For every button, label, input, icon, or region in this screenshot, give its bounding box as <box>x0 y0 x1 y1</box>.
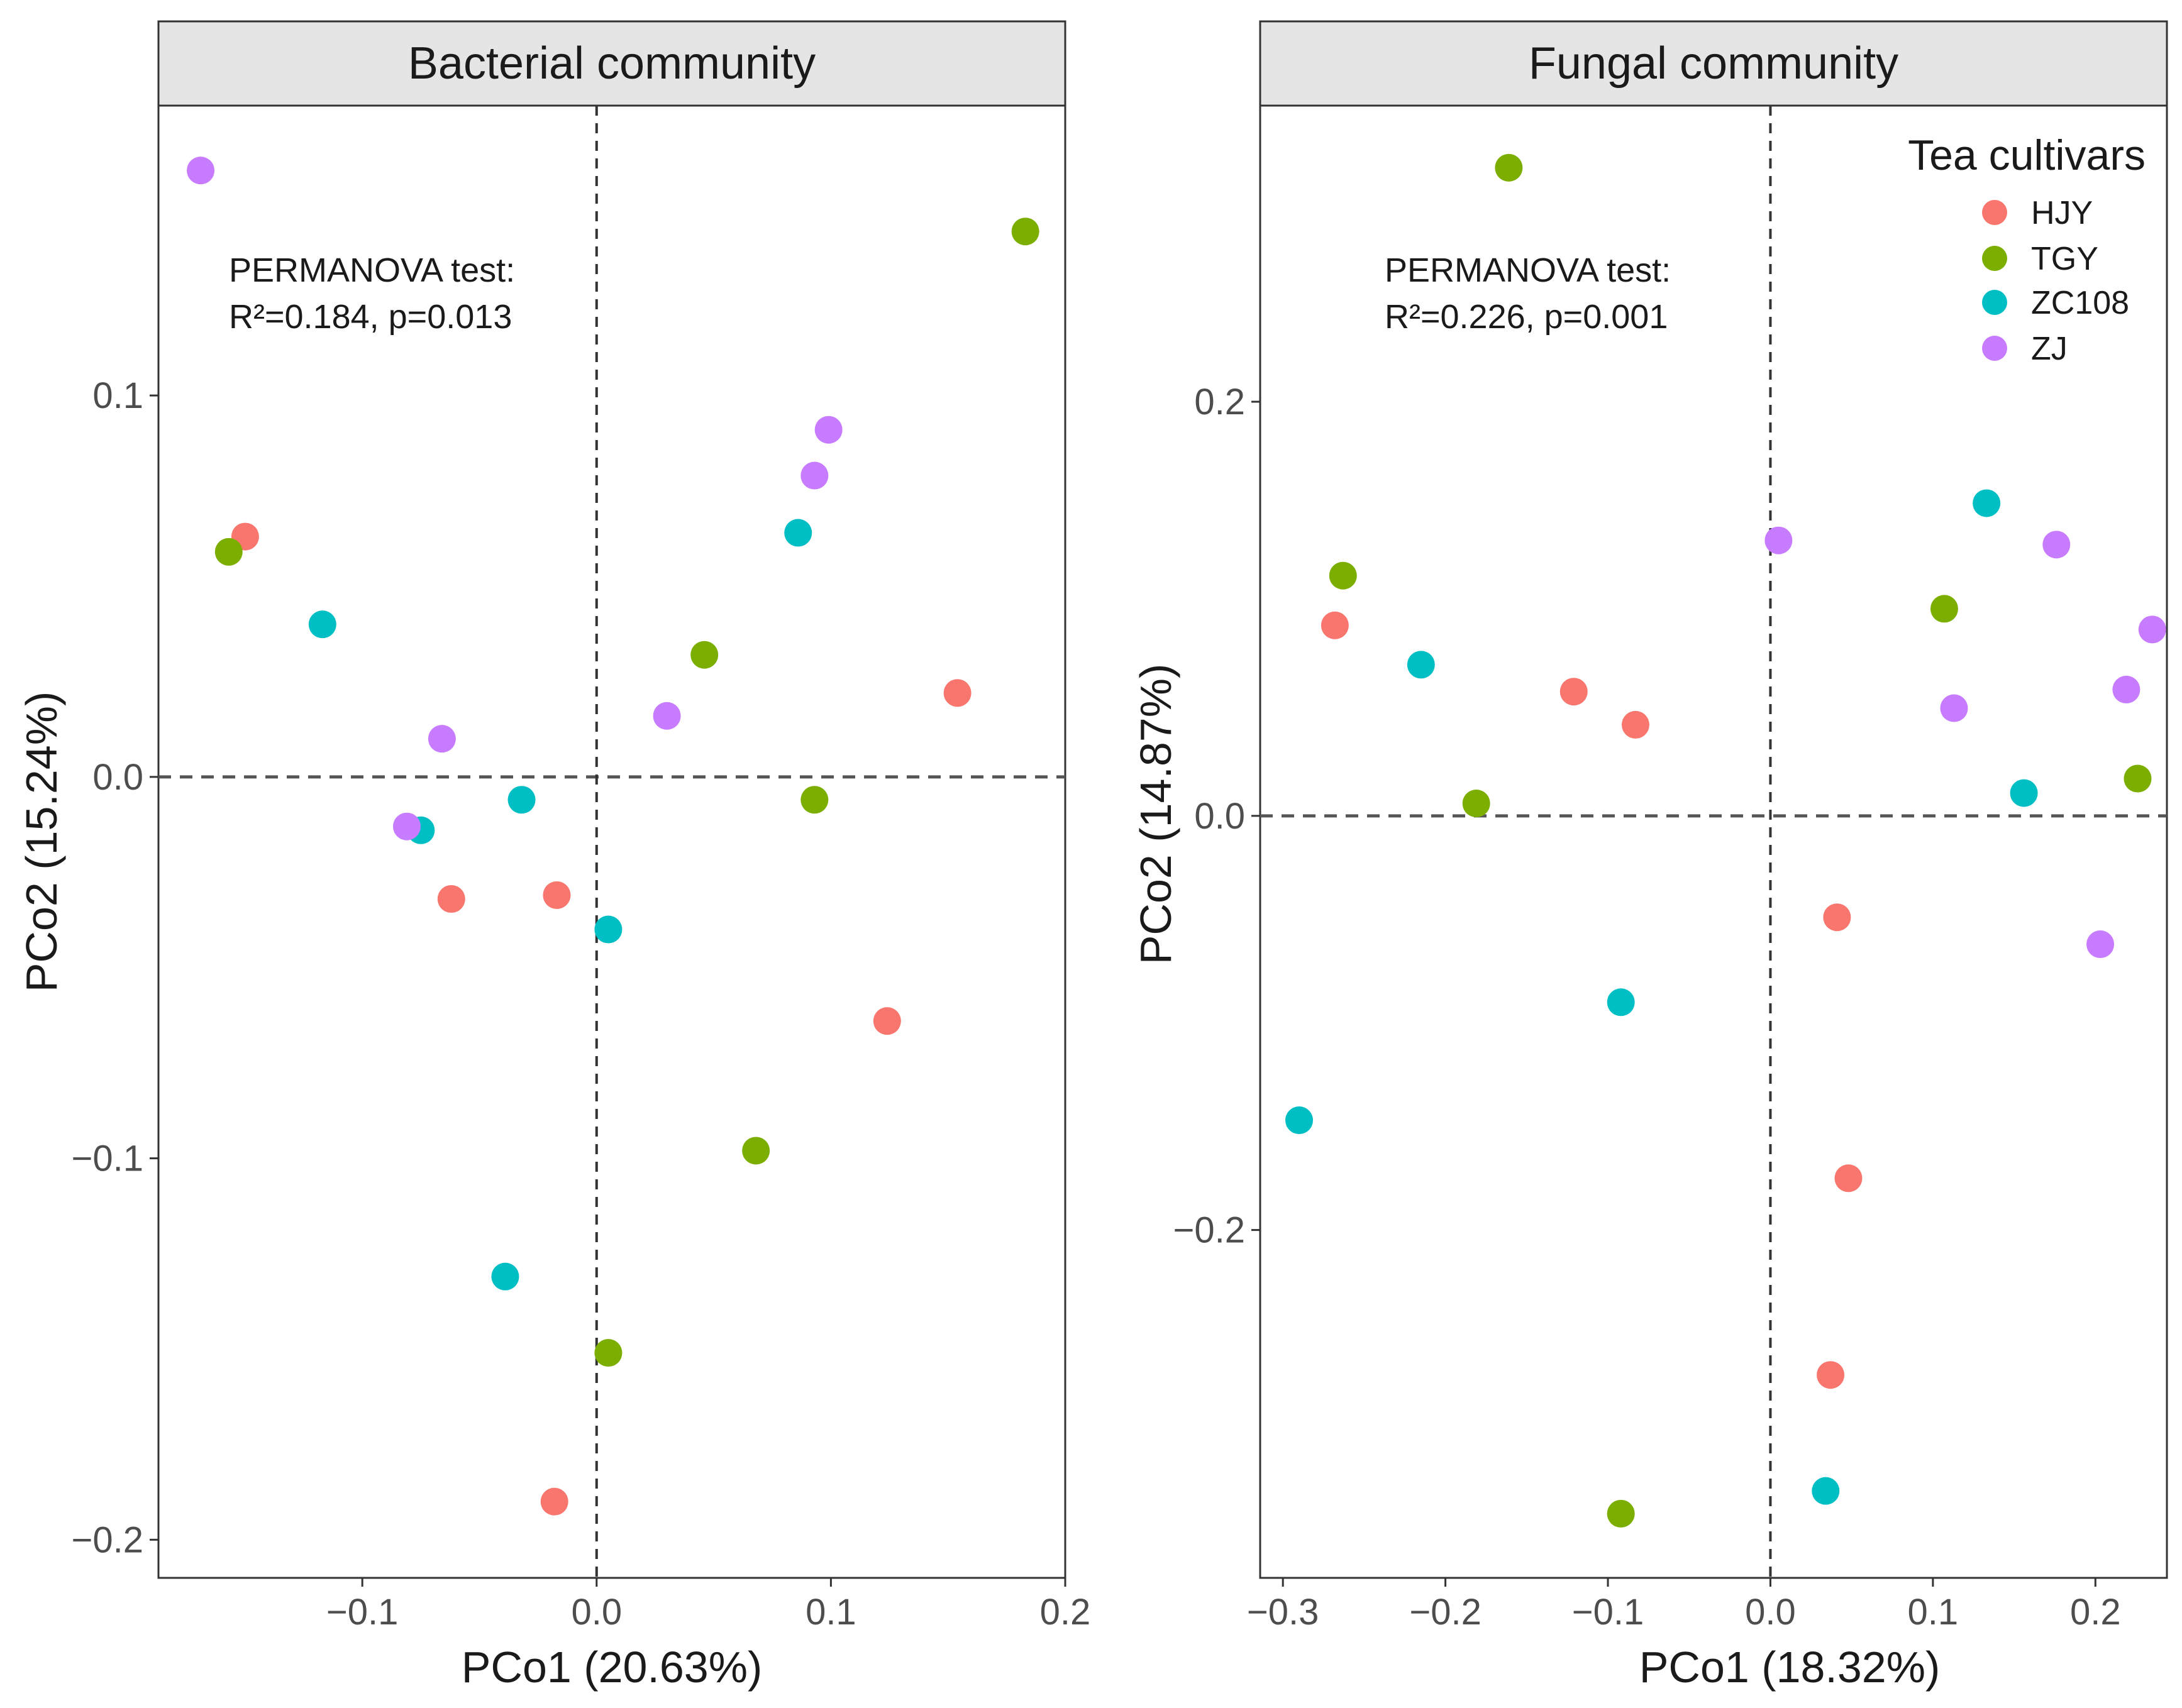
fungal-strip <box>1259 20 2168 107</box>
bacterial-point-zj <box>653 702 681 730</box>
legend-label-hjy: HJY <box>2031 195 2093 231</box>
bacterial-ytick-label: 0.0 <box>92 757 143 798</box>
fungal-ytick-label: 0.2 <box>1194 382 1245 422</box>
fungal-x-axis-title: PCo1 (18.32%) <box>1639 1643 1941 1692</box>
bacterial-x-axis-title: PCo1 (20.63%) <box>462 1643 763 1692</box>
fungal-point-zj <box>2138 615 2166 644</box>
bacterial-xtick-label: −0.1 <box>326 1592 399 1633</box>
legend-label-zc108: ZC108 <box>2031 285 2129 321</box>
bacterial-y-axis-title: PCo2 (15.24%) <box>17 691 66 993</box>
fungal-ytick-label: 0.0 <box>1194 796 1245 837</box>
bacterial-xtick-label: 0.2 <box>1040 1592 1091 1633</box>
fungal-point-tgy <box>1462 790 1490 818</box>
bacterial-ytick-label: −0.1 <box>72 1138 144 1179</box>
fungal-point-zj <box>2042 531 2071 559</box>
bacterial-point-zj <box>187 157 215 185</box>
fungal-point-tgy <box>1329 561 1357 590</box>
bacterial-xtick-label: 0.1 <box>806 1592 856 1633</box>
fungal-permanova-stats: R²=0.226, p=0.001 <box>1385 298 1668 336</box>
bacterial-panel-title: Bacterial community <box>408 38 816 89</box>
fungal-point-tgy <box>2124 764 2152 793</box>
fungal-ytick-label: −0.2 <box>1173 1210 1246 1251</box>
fungal-point-tgy <box>1930 595 1958 623</box>
bacterial-ytick-label: −0.2 <box>72 1519 144 1560</box>
bacterial-permanova-label: PERMANOVA test: <box>229 251 515 289</box>
fungal-xtick-label: 0.0 <box>1745 1592 1796 1633</box>
fungal-point-zc108 <box>1812 1477 1840 1505</box>
fungal-point-hjy <box>1817 1361 1845 1389</box>
legend-swatch-zc108 <box>1982 290 2007 315</box>
fungal-point-tgy <box>1607 1499 1635 1528</box>
fungal-point-hjy <box>1823 903 1851 932</box>
fungal-xtick-label: 0.1 <box>1908 1592 1959 1633</box>
fungal-xtick-label: 0.2 <box>2070 1592 2121 1633</box>
bacterial-point-hjy <box>543 881 571 909</box>
bacterial-point-hjy <box>943 679 972 707</box>
bacterial-point-zc108 <box>784 519 812 547</box>
bacterial-xtick-label: 0.0 <box>571 1592 622 1633</box>
fungal-xtick-label: −0.3 <box>1247 1592 1319 1633</box>
fungal-point-hjy <box>1321 611 1349 639</box>
fungal-plot-area <box>1259 104 2168 1579</box>
fungal-panel: Fungal community PERMANOVA test: R²=0.22… <box>1131 20 2168 1692</box>
bacterial-ytick-label: 0.1 <box>92 375 143 416</box>
bacterial-permanova-stats: R²=0.184, p=0.013 <box>229 298 512 336</box>
bacterial-point-zc108 <box>594 915 623 944</box>
fungal-point-zc108 <box>1407 651 1435 679</box>
legend-swatch-zj <box>1982 336 2007 361</box>
bacterial-plot-area <box>157 104 1066 1579</box>
legend-label-tgy: TGY <box>2031 241 2098 277</box>
fungal-y-axis-title: PCo2 (14.87%) <box>1131 664 1180 965</box>
bacterial-point-hjy <box>540 1487 568 1516</box>
legend-label-zj: ZJ <box>2031 331 2068 367</box>
bacterial-point-zj <box>428 725 456 753</box>
bacterial-point-zj <box>814 416 843 444</box>
fungal-point-hjy <box>1621 710 1649 739</box>
bacterial-point-hjy <box>873 1007 901 1035</box>
bacterial-point-tgy <box>800 786 829 814</box>
bacterial-point-hjy <box>437 885 465 913</box>
legend-swatch-tgy <box>1982 246 2007 271</box>
bacterial-point-zc108 <box>491 1262 519 1291</box>
fungal-point-zc108 <box>1285 1106 1314 1135</box>
bacterial-point-tgy <box>594 1339 623 1367</box>
fungal-point-tgy <box>1495 153 1523 182</box>
bacterial-point-tgy <box>690 641 719 669</box>
legend: Tea cultivars HJY TGY ZC108 ZJ <box>1908 131 2146 367</box>
fungal-permanova-label: PERMANOVA test: <box>1385 251 1671 289</box>
fungal-point-zc108 <box>1607 988 1635 1017</box>
bacterial-point-zc108 <box>308 610 336 639</box>
bacterial-point-zj <box>800 461 829 490</box>
fungal-panel-title: Fungal community <box>1529 38 1898 89</box>
fungal-point-zj <box>1764 526 1793 554</box>
bacterial-panel: Bacterial community PERMANOVA test: R²=0… <box>17 20 1091 1692</box>
fungal-xtick-label: −0.2 <box>1409 1592 1481 1633</box>
fungal-point-zj <box>2112 675 2140 703</box>
legend-title: Tea cultivars <box>1908 131 2146 179</box>
bacterial-point-tgy <box>214 537 243 566</box>
legend-swatch-hjy <box>1982 200 2007 225</box>
bacterial-point-zj <box>392 812 421 840</box>
fungal-point-hjy <box>1834 1164 1863 1193</box>
fungal-xtick-label: −0.1 <box>1572 1592 1644 1633</box>
bacterial-point-tgy <box>1011 218 1039 246</box>
fungal-point-hjy <box>1559 678 1588 706</box>
bacterial-point-tgy <box>742 1137 770 1165</box>
fungal-point-zc108 <box>2010 779 2038 807</box>
bacterial-strip <box>157 20 1066 107</box>
fungal-point-zc108 <box>1973 489 2001 517</box>
bacterial-point-zc108 <box>507 786 536 814</box>
fungal-point-zj <box>1940 694 1968 722</box>
fungal-point-zj <box>2086 930 2115 959</box>
